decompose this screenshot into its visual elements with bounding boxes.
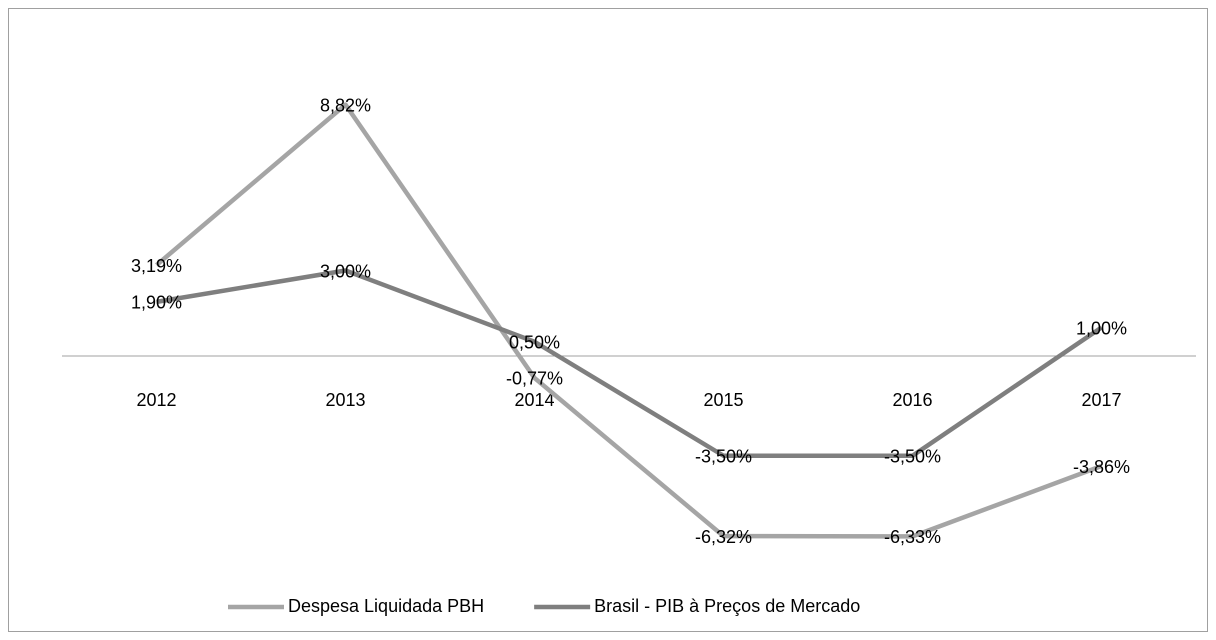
data-label: 1,00% (1076, 318, 1127, 338)
data-label: -6,33% (884, 527, 941, 547)
data-label: -3,86% (1073, 457, 1130, 477)
data-label: 8,82% (320, 95, 371, 115)
x-tick-label: 2014 (514, 390, 554, 410)
x-tick-label: 2016 (892, 390, 932, 410)
x-tick-label: 2017 (1081, 390, 1121, 410)
series-line (155, 102, 1103, 539)
data-label: -6,32% (695, 527, 752, 547)
legend-label: Despesa Liquidada PBH (288, 596, 484, 616)
x-tick-label: 2015 (703, 390, 743, 410)
series-line (156, 268, 1103, 458)
data-label: -3,50% (884, 447, 941, 467)
data-label: 0,50% (509, 333, 560, 353)
chart-border (8, 8, 1208, 632)
data-label: 3,19% (131, 256, 182, 276)
x-tick-label: 2012 (136, 390, 176, 410)
legend-label: Brasil - PIB à Preços de Mercado (594, 596, 860, 616)
data-label: -3,50% (695, 447, 752, 467)
data-label: 1,90% (131, 293, 182, 313)
x-tick-label: 2013 (325, 390, 365, 410)
data-label: -0,77% (506, 369, 563, 389)
data-label: 3,00% (320, 261, 371, 281)
